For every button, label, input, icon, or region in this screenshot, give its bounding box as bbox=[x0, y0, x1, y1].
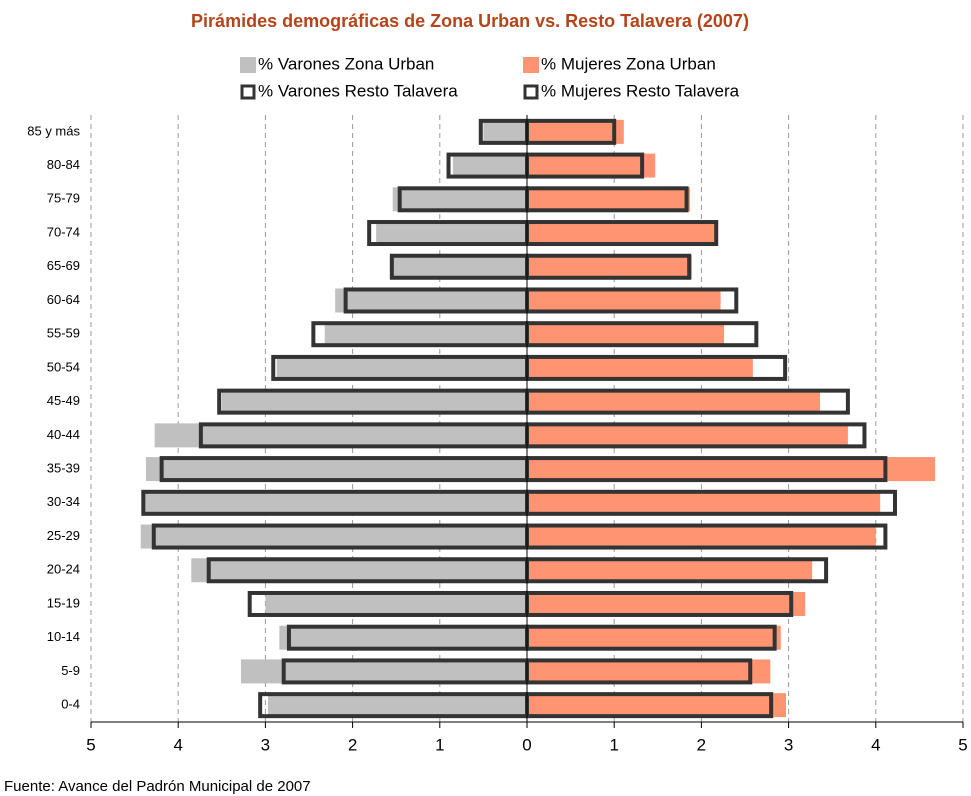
source-note: Fuente: Avance del Padrón Municipal de 2… bbox=[4, 778, 311, 795]
x-tick-label: 4 bbox=[871, 735, 880, 754]
y-tick-label: 30-34 bbox=[47, 494, 80, 509]
bar bbox=[391, 254, 527, 279]
legend-label: % Mujeres Zona Urban bbox=[541, 54, 716, 73]
legend-label: % Varones Resto Talavera bbox=[258, 81, 458, 100]
bar bbox=[324, 322, 527, 347]
x-tick-label: 5 bbox=[86, 735, 95, 754]
y-tick-label: 5-9 bbox=[61, 663, 80, 678]
bar bbox=[527, 288, 721, 313]
legend-swatch bbox=[523, 84, 539, 100]
bar bbox=[527, 693, 786, 718]
y-tick-label: 40-44 bbox=[47, 427, 80, 442]
bar bbox=[527, 423, 848, 448]
y-tick-label: 35-39 bbox=[47, 461, 80, 476]
bar bbox=[154, 423, 527, 448]
y-tick-label: 75-79 bbox=[47, 191, 80, 206]
y-tick-label: 50-54 bbox=[47, 359, 80, 374]
bar bbox=[145, 490, 527, 515]
x-tick-label: 3 bbox=[261, 735, 270, 754]
bar bbox=[483, 119, 527, 144]
x-tick-label: 0 bbox=[522, 735, 531, 754]
x-tick-label: 3 bbox=[784, 735, 793, 754]
y-tick-label: 25-29 bbox=[47, 528, 80, 543]
y-tick-label: 80-84 bbox=[47, 157, 80, 172]
x-tick-label: 5 bbox=[958, 735, 967, 754]
bar bbox=[527, 153, 656, 178]
bar bbox=[527, 524, 876, 549]
bar bbox=[527, 187, 691, 212]
bar bbox=[392, 187, 527, 212]
legend-swatch bbox=[523, 57, 539, 73]
legend-label: % Varones Zona Urban bbox=[258, 54, 434, 73]
y-tick-label: 45-49 bbox=[47, 393, 80, 408]
x-tick-label: 2 bbox=[348, 735, 357, 754]
legend-swatch bbox=[240, 57, 256, 73]
bar bbox=[527, 322, 725, 347]
bar bbox=[452, 153, 527, 178]
legend-swatch bbox=[240, 84, 256, 100]
x-tick-label: 1 bbox=[435, 735, 444, 754]
bar bbox=[276, 355, 527, 380]
bar bbox=[527, 221, 717, 246]
bar bbox=[145, 457, 527, 482]
y-tick-label: 10-14 bbox=[47, 629, 80, 644]
y-tick-label: 85 y más bbox=[27, 123, 80, 138]
bar bbox=[527, 389, 820, 414]
bar bbox=[268, 693, 527, 718]
bar bbox=[335, 288, 527, 313]
bar bbox=[191, 558, 527, 583]
y-tick-label: 70-74 bbox=[47, 224, 80, 239]
bar bbox=[527, 625, 781, 650]
bar bbox=[265, 591, 527, 616]
bar bbox=[527, 490, 881, 515]
y-tick-label: 20-24 bbox=[47, 562, 80, 577]
bar bbox=[527, 558, 813, 583]
bar bbox=[527, 254, 692, 279]
y-tick-label: 0-4 bbox=[61, 697, 80, 712]
bar bbox=[527, 355, 753, 380]
y-tick-label: 65-69 bbox=[47, 258, 80, 273]
bar bbox=[527, 457, 936, 482]
bar bbox=[221, 389, 528, 414]
bar bbox=[140, 524, 528, 549]
bar bbox=[527, 119, 624, 144]
bar bbox=[527, 659, 771, 684]
y-tick-label: 60-64 bbox=[47, 292, 80, 307]
bar bbox=[527, 591, 806, 616]
chart-title: Pirámides demográficas de Zona Urban vs.… bbox=[191, 11, 749, 31]
bar bbox=[376, 221, 527, 246]
x-tick-label: 2 bbox=[697, 735, 706, 754]
x-tick-label: 1 bbox=[609, 735, 618, 754]
bar bbox=[240, 659, 527, 684]
x-tick-label: 4 bbox=[173, 735, 182, 754]
y-tick-label: 15-19 bbox=[47, 595, 80, 610]
bar bbox=[279, 625, 527, 650]
legend-label: % Mujeres Resto Talavera bbox=[541, 81, 740, 100]
y-tick-label: 55-59 bbox=[47, 326, 80, 341]
